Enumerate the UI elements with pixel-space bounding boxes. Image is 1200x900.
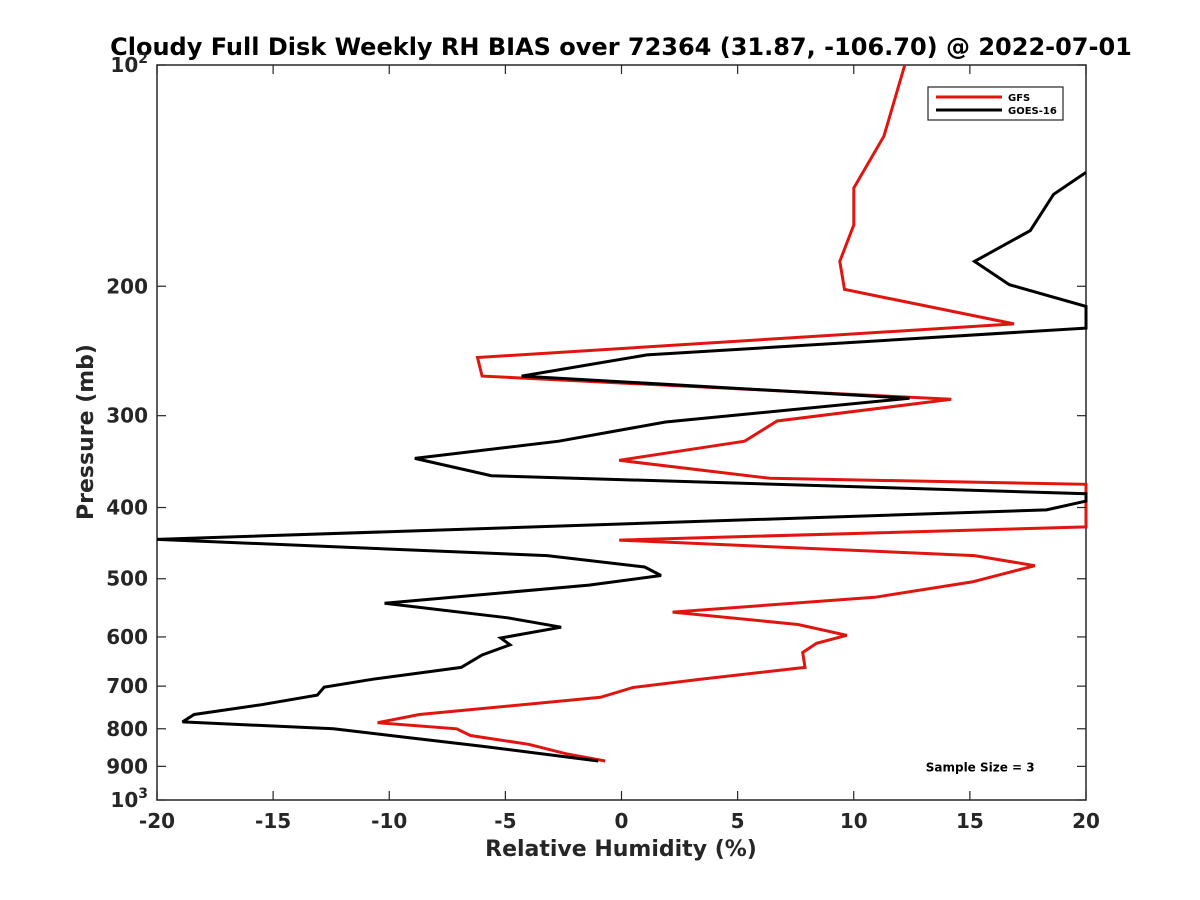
x-tick-label: 0 bbox=[615, 809, 629, 833]
y-axis-label: Pressure (mb) bbox=[74, 344, 99, 520]
legend-label-goes16: GOES-16 bbox=[1008, 106, 1057, 117]
series-line-gfs bbox=[377, 64, 1088, 763]
x-tick-label: -15 bbox=[255, 809, 291, 833]
series-line-goes16 bbox=[156, 171, 1088, 763]
x-tick-label: -5 bbox=[494, 809, 516, 833]
x-axis-ticks: -20 -15 -10 -5 0 5 10 15 20 bbox=[139, 65, 1100, 833]
y-tick-label: 300 bbox=[106, 404, 148, 428]
sample-size-annotation: Sample Size = 3 bbox=[926, 760, 1035, 774]
x-tick-label: 5 bbox=[731, 809, 745, 833]
x-axis-label: Relative Humidity (%) bbox=[485, 837, 757, 862]
y-tick-label: 103 bbox=[110, 786, 148, 812]
legend-label-gfs: GFS bbox=[1008, 93, 1030, 104]
x-tick-label: 10 bbox=[840, 809, 868, 833]
y-tick-label: 200 bbox=[106, 274, 148, 298]
y-tick-label: 500 bbox=[106, 567, 148, 591]
x-tick-label: -20 bbox=[139, 809, 175, 833]
y-tick-label: 700 bbox=[106, 674, 148, 698]
y-axis-ticks: 102 200 300 400 500 600 700 800 900 103 bbox=[106, 51, 1086, 812]
y-tick-label: 600 bbox=[106, 625, 148, 649]
y-tick-label: 900 bbox=[106, 754, 148, 778]
plot-area bbox=[156, 64, 1087, 801]
legend-box bbox=[927, 86, 1064, 121]
x-tick-label: 20 bbox=[1072, 809, 1100, 833]
y-tick-label: 102 bbox=[110, 51, 148, 77]
y-tick-label: 800 bbox=[106, 717, 148, 741]
x-tick-label: 15 bbox=[956, 809, 984, 833]
x-tick-label: -10 bbox=[371, 809, 407, 833]
plot-frame bbox=[156, 64, 1087, 801]
chart-title: Cloudy Full Disk Weekly RH BIAS over 723… bbox=[110, 33, 1132, 61]
series-layer bbox=[156, 64, 1088, 763]
legend: GFS GOES-16 bbox=[927, 86, 1064, 121]
y-tick-label: 400 bbox=[106, 496, 148, 520]
